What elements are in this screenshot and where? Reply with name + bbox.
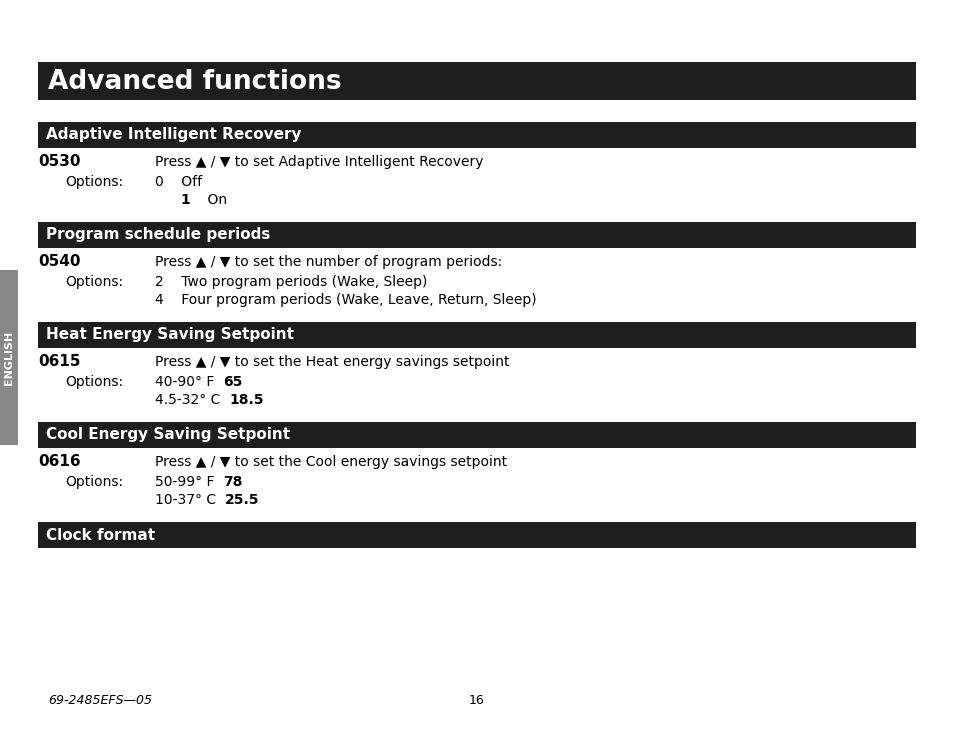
Text: 4    Four program periods (Wake, Leave, Return, Sleep): 4 Four program periods (Wake, Leave, Ret… [154,293,536,307]
Text: 0530: 0530 [38,154,80,170]
Text: 69-2485EFS—05: 69-2485EFS—05 [48,694,152,706]
Text: 50-99° F: 50-99° F [154,475,223,489]
Text: 16: 16 [469,694,484,706]
Text: Press ▲ / ▼ to set the Heat energy savings setpoint: Press ▲ / ▼ to set the Heat energy savin… [154,355,509,369]
Text: Options:: Options: [65,175,123,189]
Text: 10-37° C: 10-37° C [154,493,225,507]
Text: Adaptive Intelligent Recovery: Adaptive Intelligent Recovery [46,128,301,142]
Text: 2    Two program periods (Wake, Sleep): 2 Two program periods (Wake, Sleep) [154,275,427,289]
Bar [38,122,915,148]
Text: 65: 65 [223,375,242,389]
Bar [0,270,18,445]
Text: 0    Off: 0 Off [154,175,202,189]
Text: Options:: Options: [65,275,123,289]
Bar [38,322,915,348]
Text: On: On [190,193,227,207]
Text: 18.5: 18.5 [229,393,263,407]
Text: 4.5-32° C: 4.5-32° C [154,393,229,407]
Text: 40-90° F: 40-90° F [154,375,223,389]
Text: ENGLISH: ENGLISH [4,331,14,384]
Bar [38,222,915,248]
Text: Cool Energy Saving Setpoint: Cool Energy Saving Setpoint [46,427,290,443]
Text: Advanced functions: Advanced functions [48,69,341,95]
Text: Program schedule periods: Program schedule periods [46,227,270,243]
Text: 0616: 0616 [38,455,81,469]
Text: Press ▲ / ▼ to set Adaptive Intelligent Recovery: Press ▲ / ▼ to set Adaptive Intelligent … [154,155,483,169]
Text: Press ▲ / ▼ to set the Cool energy savings setpoint: Press ▲ / ▼ to set the Cool energy savin… [154,455,507,469]
Text: 0615: 0615 [38,354,80,370]
Text: Clock format: Clock format [46,528,155,542]
Bar [38,422,915,448]
Text: 78: 78 [223,475,242,489]
Text: 1: 1 [180,193,190,207]
Bar [38,62,915,100]
Text: 0540: 0540 [38,255,80,269]
Text: Press ▲ / ▼ to set the number of program periods:: Press ▲ / ▼ to set the number of program… [154,255,501,269]
Text: Heat Energy Saving Setpoint: Heat Energy Saving Setpoint [46,328,294,342]
Text: 25.5: 25.5 [225,493,259,507]
Text: Options:: Options: [65,375,123,389]
Text: Options:: Options: [65,475,123,489]
Bar [38,522,915,548]
